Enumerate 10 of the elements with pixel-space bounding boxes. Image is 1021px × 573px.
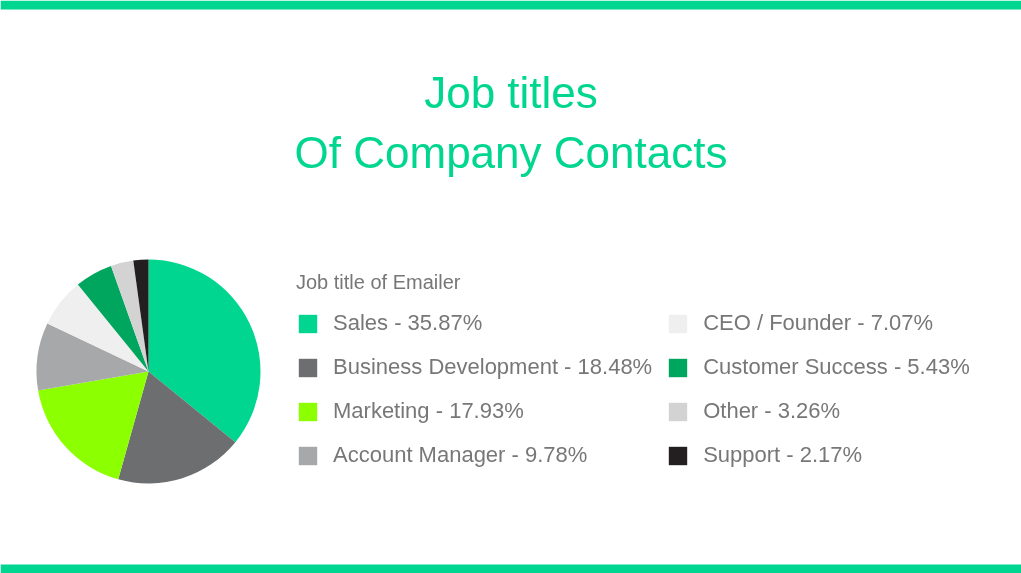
legend-label: Sales - 35.87% [333, 309, 483, 337]
chart-title: Job titles Of Company Contacts [294, 68, 728, 177]
legend-label: Other - 3.26% [703, 397, 841, 425]
legend-label: CEO / Founder - 7.07% [703, 309, 934, 337]
legend-title: Job title of Emailer [296, 271, 462, 294]
legend-label: Account Manager - 9.78% [333, 441, 588, 469]
legend-label: Business Development - 18.48% [333, 353, 653, 381]
legend-label: Customer Success - 5.43% [703, 353, 970, 381]
legend-label: Support - 2.17% [703, 441, 863, 469]
legend-label: Marketing - 17.93% [333, 397, 524, 425]
